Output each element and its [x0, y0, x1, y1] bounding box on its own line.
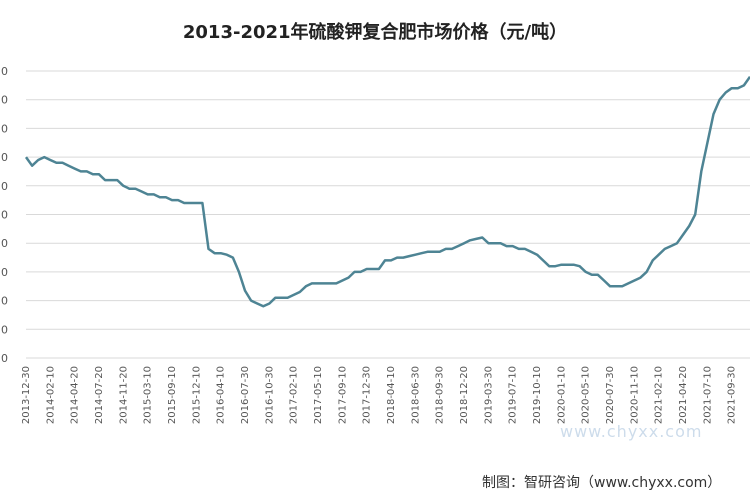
grid-lines — [26, 70, 750, 359]
x-axis-ticks: 2013-12-30 2014-02-10 2014-04-20 2014-07-20… — [21, 366, 738, 424]
x-tick-label: 2020-11-10 — [629, 366, 640, 424]
x-tick-label: 2021-04-20 — [678, 366, 689, 424]
x-tick-label: 2020-07-30 — [605, 366, 616, 424]
y-tick-label: 0 — [1, 323, 8, 336]
x-tick-label: 2015-09-10 — [167, 366, 178, 424]
y-tick-label: 0 — [1, 65, 8, 78]
x-tick-label: 2013-12-30 — [21, 366, 32, 424]
x-tick-label: 2014-02-10 — [45, 366, 56, 424]
x-tick-label: 2017-02-10 — [289, 366, 300, 424]
chart-title: 2013-2021年硫酸钾复合肥市场价格（元/吨） — [182, 22, 568, 43]
x-tick-label: 2021-07-10 — [702, 366, 713, 424]
y-tick-label: 0 — [1, 180, 8, 193]
x-tick-label: 2018-04-10 — [386, 366, 397, 424]
x-tick-label: 2019-03-30 — [483, 366, 494, 424]
x-tick-label: 2017-12-30 — [362, 366, 373, 424]
y-tick-label: 0 — [1, 94, 8, 107]
x-tick-label: 2017-05-10 — [313, 366, 324, 424]
x-tick-label: 2015-12-10 — [191, 366, 202, 424]
x-tick-label: 2016-04-10 — [216, 366, 227, 424]
x-tick-label: 2019-10-10 — [532, 366, 543, 424]
y-tick-label: 0 — [1, 122, 8, 135]
watermark: www.chyxx.com — [560, 422, 703, 441]
x-tick-label: 2018-12-20 — [459, 366, 470, 424]
x-tick-label: 2016-10-30 — [264, 366, 275, 424]
y-tick-label: 0 — [1, 352, 8, 365]
y-tick-label: 0 — [1, 295, 8, 308]
price-series-line — [24, 75, 750, 308]
x-tick-label: 2017-09-10 — [337, 366, 348, 424]
x-tick-label: 2014-11-20 — [118, 366, 129, 424]
x-tick-label: 2015-03-10 — [143, 366, 154, 424]
x-tick-label: 2016-07-30 — [240, 366, 251, 424]
y-tick-label: 0 — [1, 266, 8, 279]
x-tick-label: 2021-09-30 — [727, 366, 738, 424]
x-tick-label: 2021-02-10 — [654, 366, 665, 424]
x-tick-label: 2018-09-30 — [435, 366, 446, 424]
x-tick-label: 2020-01-10 — [556, 366, 567, 424]
x-tick-label: 2014-07-20 — [94, 366, 105, 424]
y-tick-label: 0 — [1, 209, 8, 222]
y-axis-ticks: 0 0 0 0 0 0 0 0 0 0 0 — [1, 65, 8, 365]
y-tick-label: 0 — [1, 151, 8, 164]
x-tick-label: 2018-06-30 — [410, 366, 421, 424]
x-tick-label: 2019-07-10 — [508, 366, 519, 424]
y-tick-label: 0 — [1, 237, 8, 250]
source-label: 制图：智研咨询（www.chyxx.com） — [482, 475, 722, 491]
x-tick-label: 2014-04-20 — [70, 366, 81, 424]
x-tick-label: 2020-05-10 — [581, 366, 592, 424]
